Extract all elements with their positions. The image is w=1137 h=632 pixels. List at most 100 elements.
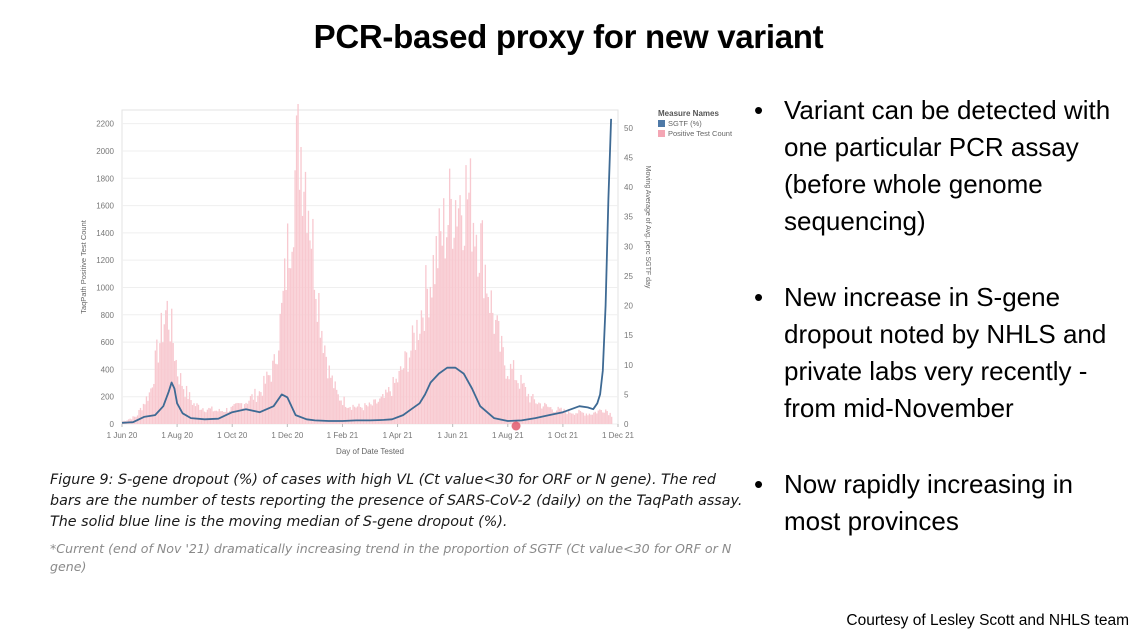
count-bar: [575, 413, 577, 424]
count-bar: [545, 404, 547, 424]
count-bar: [181, 385, 183, 424]
count-bar: [517, 383, 519, 424]
legend-label: Positive Test Count: [668, 129, 733, 138]
y-tick-label: 1400: [96, 229, 114, 238]
count-bar: [446, 237, 448, 424]
count-bar: [289, 268, 292, 424]
count-bar: [257, 395, 259, 424]
count-bar: [503, 365, 506, 424]
count-bar: [184, 397, 186, 424]
count-bar: [593, 412, 595, 424]
count-bar: [515, 380, 518, 424]
count-bar: [474, 246, 476, 424]
count-bar: [599, 409, 601, 424]
count-bar: [420, 310, 423, 424]
count-bar: [490, 290, 492, 424]
count-bar: [429, 286, 432, 424]
count-bar: [379, 398, 381, 424]
count-bar: [450, 198, 452, 424]
count-bar: [481, 220, 484, 424]
count-bar: [377, 401, 379, 424]
count-bar: [191, 404, 194, 424]
count-bar: [371, 405, 374, 424]
count-bar: [576, 413, 579, 424]
x-tick-label: 1 Apr 21: [383, 431, 413, 440]
count-bar: [286, 223, 289, 424]
count-bar: [153, 383, 155, 424]
count-bar: [392, 376, 394, 424]
count-bar: [190, 400, 192, 424]
count-bar: [148, 392, 151, 424]
count-bar: [374, 399, 377, 424]
count-bar: [331, 375, 333, 424]
count-bar: [462, 250, 464, 424]
count-bar: [600, 410, 602, 424]
count-bar: [389, 391, 391, 424]
count-bar: [245, 402, 247, 424]
count-bar: [224, 411, 226, 424]
count-bar: [582, 412, 585, 424]
count-bar: [309, 240, 311, 424]
count-bar: [518, 388, 521, 424]
count-bar: [285, 290, 287, 424]
count-bar: [298, 189, 301, 424]
legend-title: Measure Names: [658, 109, 719, 118]
count-bar: [272, 360, 274, 424]
count-bar: [396, 382, 399, 424]
count-bar: [307, 210, 310, 424]
count-bar: [591, 414, 594, 424]
count-bar: [343, 396, 345, 424]
count-bar: [588, 413, 591, 424]
count-bar: [484, 264, 487, 424]
legend-swatch: [658, 130, 665, 137]
count-bar: [154, 350, 157, 424]
count-bar: [344, 406, 347, 424]
count-bar: [132, 416, 134, 424]
count-bar: [340, 400, 342, 424]
count-bar: [273, 354, 275, 424]
count-bar: [166, 300, 168, 424]
count-bar: [269, 375, 271, 424]
count-bar: [151, 387, 154, 424]
count-bar: [233, 404, 235, 424]
count-bar: [209, 408, 212, 424]
count-bar: [402, 368, 405, 424]
count-bar: [413, 332, 415, 424]
x-tick-label: 1 Dec 21: [602, 431, 635, 440]
y2-tick-label: 40: [624, 183, 633, 192]
count-bar: [172, 343, 174, 424]
count-bar: [597, 410, 599, 424]
count-bar: [138, 409, 140, 424]
count-bar: [234, 403, 237, 424]
figure-footnote: *Current (end of Nov '21) dramatically i…: [50, 541, 732, 574]
count-bar: [489, 312, 491, 424]
count-bar: [339, 400, 341, 424]
bullet-dot: •: [754, 469, 764, 499]
count-bar: [399, 366, 402, 424]
x-tick-label: 1 Aug 21: [492, 431, 524, 440]
count-bar: [145, 396, 148, 424]
x-tick-label: 1 Aug 20: [161, 431, 193, 440]
count-bar: [443, 198, 445, 424]
count-bar: [554, 411, 556, 424]
count-bar: [584, 415, 586, 424]
count-bar: [386, 392, 388, 424]
count-bar: [475, 234, 478, 424]
y2-tick-label: 45: [624, 153, 633, 162]
count-bar: [492, 312, 494, 424]
count-bar: [459, 195, 461, 424]
count-bar: [496, 315, 498, 424]
count-bar: [165, 310, 167, 424]
count-bar: [129, 418, 131, 424]
count-bar: [255, 401, 258, 424]
count-bar: [487, 297, 489, 424]
count-bar: [176, 376, 179, 424]
count-bar: [561, 411, 564, 424]
x-tick-label: 1 Dec 20: [271, 431, 304, 440]
count-bar: [251, 394, 253, 424]
count-bar: [312, 218, 314, 424]
plot-area: [121, 109, 619, 425]
bullet-text: Now rapidly increasing in most provinces: [784, 469, 1074, 536]
count-bar: [318, 293, 320, 424]
y-tick-label: 200: [101, 393, 115, 402]
